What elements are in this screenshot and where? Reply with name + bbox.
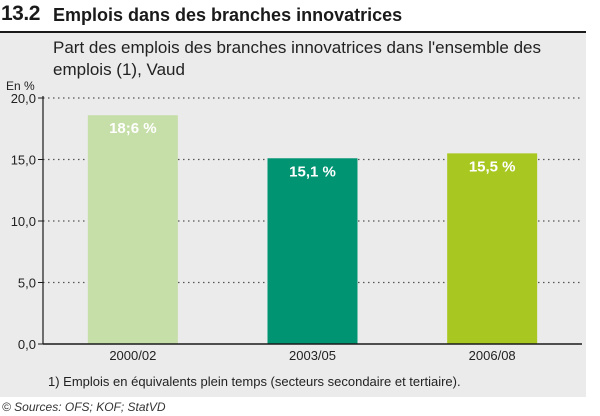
y-tick-label: 15,0: [11, 153, 36, 168]
bar-2003-05: [267, 158, 358, 344]
data-label: 15,5 %: [469, 158, 516, 175]
footnote: 1) Emplois en équivalents plein temps (s…: [48, 374, 461, 389]
x-tick-label: 2000/02: [109, 348, 156, 363]
bar-2000-02: [87, 115, 178, 344]
x-tick-label: 2003/05: [289, 348, 336, 363]
data-label: 15,1 %: [289, 163, 336, 180]
chart-number: 13.2: [1, 2, 40, 25]
chart-subtitle: Part des emplois des branches innovatric…: [53, 38, 542, 79]
source-note: © Sources: OFS; KOF; StatVD: [2, 400, 166, 414]
y-tick-label: 10,0: [11, 214, 36, 229]
y-tick-label: 0,0: [18, 337, 36, 352]
y-tick-label: 5,0: [18, 276, 36, 291]
chart-header: 13.2 Emplois dans des branches innovatri…: [0, 0, 586, 33]
y-axis-unit: En %: [6, 79, 35, 93]
x-tick-label: 2006/08: [469, 348, 516, 363]
bar-2006-08: [447, 153, 538, 344]
data-label: 18;6 %: [109, 120, 157, 137]
y-tick-label: 20,0: [11, 91, 36, 106]
chart-heading: Emplois dans des branches innovatrices: [53, 5, 403, 25]
